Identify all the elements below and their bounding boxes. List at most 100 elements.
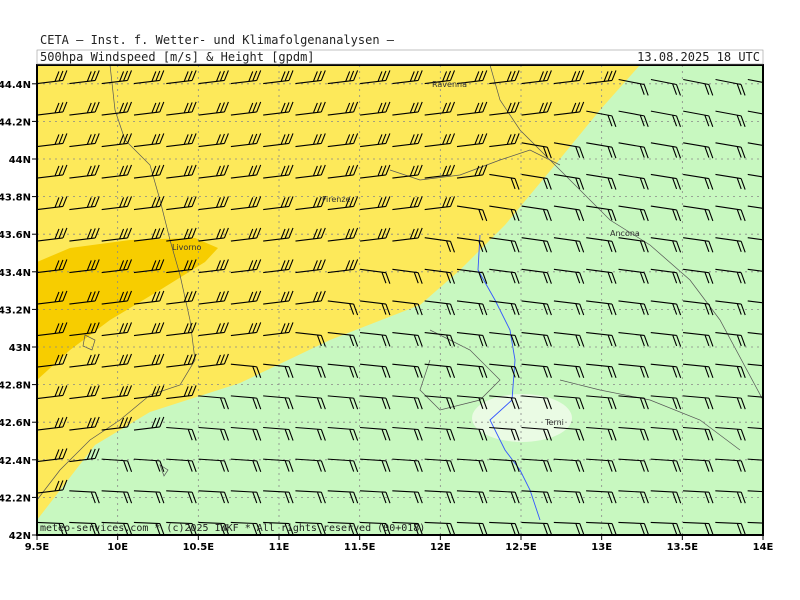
wind-barb <box>521 173 552 190</box>
wind-barb <box>715 426 746 441</box>
wind-barb <box>263 133 294 148</box>
wind-barb <box>133 353 165 368</box>
wind-barb <box>69 164 100 179</box>
wind-barb <box>166 322 197 337</box>
wind-barb <box>586 300 617 316</box>
wind-barb <box>424 332 456 347</box>
wind-barb <box>392 521 423 535</box>
wind-barb <box>392 395 423 410</box>
wind-barb <box>747 205 763 209</box>
wind-barb <box>295 164 326 179</box>
wind-barb <box>747 300 763 304</box>
wind-barb <box>166 164 197 179</box>
wind-barb <box>489 268 520 284</box>
wind-barb <box>456 426 488 441</box>
wind-barb <box>230 521 262 535</box>
x-tick-label: 11.5E <box>344 542 376 553</box>
wind-barb <box>424 395 456 410</box>
wind-barb <box>424 300 456 316</box>
wind-barb <box>263 227 294 242</box>
wind-barb <box>618 363 649 378</box>
wind-barb <box>133 490 165 504</box>
wind-barb <box>263 196 294 211</box>
wind-barb <box>683 332 714 347</box>
wind-barb <box>650 332 682 347</box>
wind-barbs <box>37 70 763 535</box>
wind-barb <box>360 395 391 410</box>
wind-barb <box>489 133 520 148</box>
y-tick-label: 42.2N <box>0 493 31 504</box>
wind-barb <box>69 490 100 504</box>
wind-barb <box>166 490 197 504</box>
wind-barb <box>101 259 133 274</box>
wind-barb <box>618 521 649 535</box>
wind-barb <box>456 363 488 378</box>
wind-barb <box>650 110 682 128</box>
wind-barb <box>133 290 165 305</box>
wind-barb <box>650 142 682 159</box>
wind-barb <box>327 164 359 179</box>
y-tick-label: 42N <box>9 531 31 542</box>
wind-barb <box>263 426 294 441</box>
wind-barb <box>424 101 456 116</box>
wind-barb <box>327 259 359 274</box>
wind-barb <box>133 416 165 431</box>
wind-barb <box>747 490 763 493</box>
wind-barb <box>69 322 100 337</box>
wind-barb <box>166 353 197 368</box>
wind-barb <box>37 448 68 463</box>
wind-barb <box>263 101 294 116</box>
wind-barb <box>198 101 229 116</box>
wind-barb <box>553 300 585 316</box>
wind-barb <box>521 395 552 410</box>
wind-barb <box>133 227 165 242</box>
wind-barb <box>230 196 262 211</box>
wind-barb <box>360 164 391 179</box>
wind-barb <box>715 268 746 284</box>
wind-barb <box>69 227 100 242</box>
wind-barb <box>166 426 197 441</box>
wind-barb <box>618 458 649 473</box>
wind-barb <box>327 395 359 410</box>
wind-barb <box>424 196 456 211</box>
wind-barb <box>37 196 68 211</box>
wind-barb <box>618 142 649 159</box>
wind-barb <box>392 101 423 116</box>
wind-barb <box>198 521 230 535</box>
wind-barb <box>133 70 165 85</box>
wind-barb <box>295 70 326 85</box>
x-tick-label: 13.5E <box>667 542 699 553</box>
wind-barb <box>456 205 488 222</box>
wind-barb <box>553 395 585 410</box>
header-date: 13.08.2025 18 UTC <box>637 50 760 64</box>
wind-barb <box>586 205 617 222</box>
wind-barb <box>553 101 585 116</box>
wind-barb <box>715 205 746 222</box>
y-tick-label: 43.2N <box>0 305 31 316</box>
wind-barb <box>101 133 133 148</box>
wind-barb <box>327 133 359 148</box>
wind-barb <box>69 259 100 274</box>
wind-barb <box>489 363 520 378</box>
wind-barb <box>166 101 197 116</box>
wind-barb <box>263 259 294 274</box>
axis-ticks: 9.5E 10E 10.5E 11E 11.5E 12E 12.5E 13E 13.5E 14E 4… <box>0 80 774 553</box>
wind-barb <box>553 458 585 473</box>
wind-barb <box>456 300 488 316</box>
wind-barb <box>586 268 617 284</box>
wind-barb <box>424 521 456 535</box>
map-frame <box>36 64 764 536</box>
wind-barb <box>715 237 746 253</box>
wind-barb <box>747 395 763 398</box>
wind-barb <box>392 332 423 347</box>
wind-barb <box>553 426 585 441</box>
wind-barb <box>101 164 133 179</box>
wind-barb <box>618 300 649 316</box>
y-tick-label: 44N <box>9 155 31 166</box>
wind-barb <box>618 268 649 284</box>
wind-barb <box>198 164 229 179</box>
wind-barb <box>456 490 488 504</box>
wind-barb <box>166 133 197 148</box>
wind-barb <box>682 426 714 441</box>
wind-barb <box>456 237 488 253</box>
